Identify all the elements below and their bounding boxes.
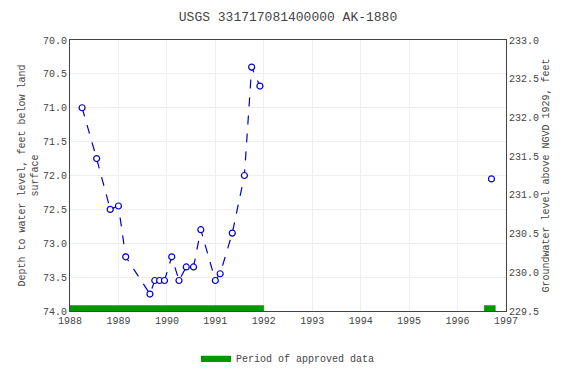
svg-text:1997: 1997	[494, 316, 518, 327]
svg-text:232.0: 232.0	[509, 113, 539, 124]
svg-text:1992: 1992	[252, 316, 276, 327]
svg-text:72.0: 72.0	[43, 171, 67, 182]
svg-text:230.5: 230.5	[509, 229, 539, 240]
svg-text:74.0: 74.0	[43, 307, 67, 318]
svg-text:230.0: 230.0	[509, 268, 539, 279]
svg-text:70.5: 70.5	[43, 69, 67, 80]
svg-text:Period of approved data: Period of approved data	[236, 354, 374, 365]
svg-text:1988: 1988	[58, 316, 82, 327]
svg-text:USGS 331717081400000 AK-1880: USGS 331717081400000 AK-1880	[179, 10, 397, 25]
svg-text:232.5: 232.5	[509, 74, 539, 85]
svg-text:1995: 1995	[397, 316, 421, 327]
svg-text:1996: 1996	[446, 316, 470, 327]
svg-text:70.0: 70.0	[43, 36, 67, 47]
svg-text:231.0: 231.0	[509, 190, 539, 201]
svg-text:233.0: 233.0	[509, 36, 539, 47]
svg-text:1994: 1994	[349, 316, 373, 327]
svg-text:71.0: 71.0	[43, 103, 67, 114]
svg-text:Groundwater level above NGVD 1: Groundwater level above NGVD 1929, feet	[541, 58, 552, 292]
svg-text:1991: 1991	[203, 316, 227, 327]
svg-text:1993: 1993	[300, 316, 324, 327]
svg-text:73.0: 73.0	[43, 239, 67, 250]
svg-text:71.5: 71.5	[43, 137, 67, 148]
svg-text:231.5: 231.5	[509, 152, 539, 163]
svg-text:73.5: 73.5	[43, 273, 67, 284]
svg-text:1990: 1990	[155, 316, 179, 327]
svg-text:229.5: 229.5	[509, 307, 539, 318]
svg-text:1989: 1989	[106, 316, 130, 327]
svg-text:72.5: 72.5	[43, 205, 67, 216]
svg-text:Depth to water level, feet bel: Depth to water level, feet below landsur…	[17, 64, 41, 286]
